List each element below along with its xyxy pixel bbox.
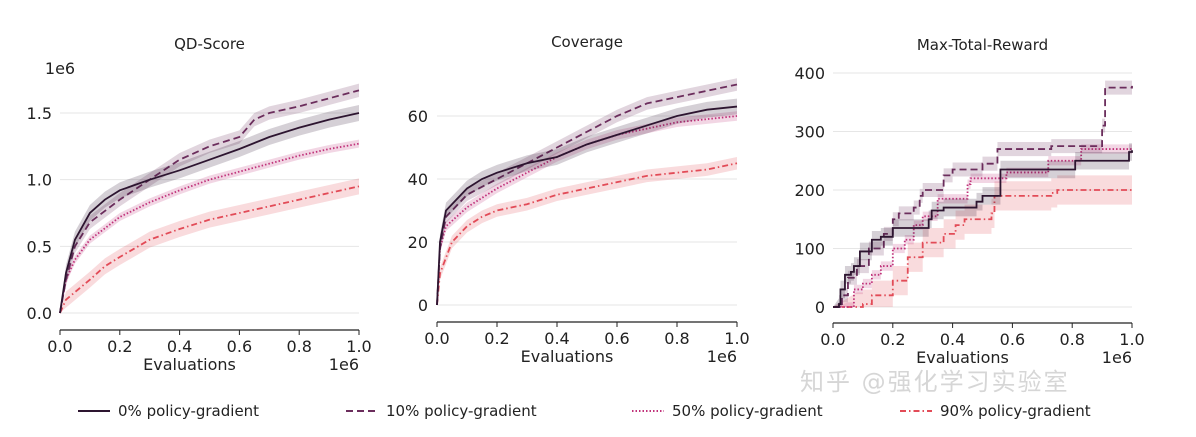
x-axis-label: Evaluations xyxy=(143,355,236,374)
x-tick-label: 0.6 xyxy=(604,329,629,348)
x-tick-label: 0.8 xyxy=(1059,330,1084,349)
series-line xyxy=(59,89,360,314)
x-scale-label: 1e6 xyxy=(329,355,359,374)
panel-max-total-reward: Max-Total-Reward 0 100 200 300 400 0.0 0.2 0.4 0.… xyxy=(794,36,1144,367)
confidence-band xyxy=(437,156,737,305)
x-tick-label: 1.0 xyxy=(1119,330,1144,349)
x-tick-label: 0.0 xyxy=(424,329,449,348)
legend-item-90pct: 90% policy-gradient xyxy=(900,402,1091,420)
y-tick-label: 1.5 xyxy=(27,104,52,123)
legend-label: 10% policy-gradient xyxy=(386,402,537,420)
x-tick-label: 1.0 xyxy=(346,337,371,356)
legend: 0% policy-gradient 10% policy-gradient 5… xyxy=(0,402,1196,424)
y-tick-label: 0.0 xyxy=(27,304,52,323)
y-tick-label: 1.0 xyxy=(27,171,52,190)
x-tick-label: 0.4 xyxy=(167,337,192,356)
y-tick-label: 60 xyxy=(408,107,428,126)
x-tick-label: 0.2 xyxy=(880,330,905,349)
series-line xyxy=(833,85,1133,308)
legend-swatch xyxy=(346,410,378,412)
chart-title: QD-Score xyxy=(174,35,245,53)
chart-title: Max-Total-Reward xyxy=(917,36,1048,54)
x-tick-label: 0.2 xyxy=(484,329,509,348)
series-line xyxy=(59,185,360,314)
x-tick-label: 0.4 xyxy=(544,329,569,348)
x-tick-label: 1.0 xyxy=(724,329,749,348)
y-scale-label: 1e6 xyxy=(45,59,75,78)
series-line xyxy=(436,83,738,306)
legend-swatch xyxy=(900,410,932,412)
x-tick-label: 0.8 xyxy=(286,337,311,356)
series-line xyxy=(436,105,738,306)
legend-label: 0% policy-gradient xyxy=(118,402,260,420)
x-axis-label: Evaluations xyxy=(916,348,1009,367)
x-axis-label: Evaluations xyxy=(521,347,614,366)
y-tick-label: 20 xyxy=(408,233,428,252)
x-tick-label: 0.8 xyxy=(664,329,689,348)
watermark: 知乎 @强化学习实验室 xyxy=(800,368,1070,396)
series-line xyxy=(59,112,360,314)
y-tick-label: 0 xyxy=(418,296,428,315)
y-tick-label: 0.5 xyxy=(27,237,52,256)
x-tick-label: 0.4 xyxy=(940,330,965,349)
y-tick-label: 0 xyxy=(815,298,825,317)
series-line xyxy=(436,162,738,306)
series-line xyxy=(59,142,360,314)
confidence-band xyxy=(60,105,359,313)
panel-qd-score: QD-Score 0.0 0.5 1.0 1.5 0.0 0.2 0.4 0.6 0.8 1.0 Ev… xyxy=(27,35,372,374)
y-tick-label: 200 xyxy=(794,181,825,200)
legend-swatch xyxy=(632,410,664,412)
confidence-band xyxy=(833,143,1132,307)
confidence-band xyxy=(60,178,359,313)
series-line xyxy=(833,189,1132,308)
x-scale-label: 1e6 xyxy=(1102,348,1132,367)
y-tick-label: 300 xyxy=(794,123,825,142)
x-tick-label: 0.0 xyxy=(47,337,72,356)
series-line xyxy=(833,147,1133,308)
y-tick-label: 400 xyxy=(794,64,825,83)
series-line xyxy=(833,150,1133,308)
chart-title: Coverage xyxy=(551,33,623,51)
legend-item-10pct: 10% policy-gradient xyxy=(346,402,537,420)
x-scale-label: 1e6 xyxy=(707,347,737,366)
confidence-band xyxy=(437,98,737,305)
confidence-band xyxy=(60,83,359,314)
x-tick-label: 0.6 xyxy=(227,337,252,356)
legend-item-50pct: 50% policy-gradient xyxy=(632,402,823,420)
legend-item-0pct: 0% policy-gradient xyxy=(78,402,259,420)
confidence-band xyxy=(833,141,1132,307)
y-tick-label: 100 xyxy=(794,240,825,259)
legend-label: 50% policy-gradient xyxy=(672,402,823,420)
legend-swatch xyxy=(78,410,110,412)
confidence-band xyxy=(833,175,1132,307)
panel-coverage: Coverage 0 20 40 60 0.0 0.2 0.4 0.6 0.8 1.0 Evaluat… xyxy=(408,33,750,366)
x-tick-label: 0.0 xyxy=(820,330,845,349)
legend-label: 90% policy-gradient xyxy=(940,402,1091,420)
x-tick-label: 0.6 xyxy=(1000,330,1025,349)
y-tick-label: 40 xyxy=(408,170,428,189)
x-tick-label: 0.2 xyxy=(107,337,132,356)
